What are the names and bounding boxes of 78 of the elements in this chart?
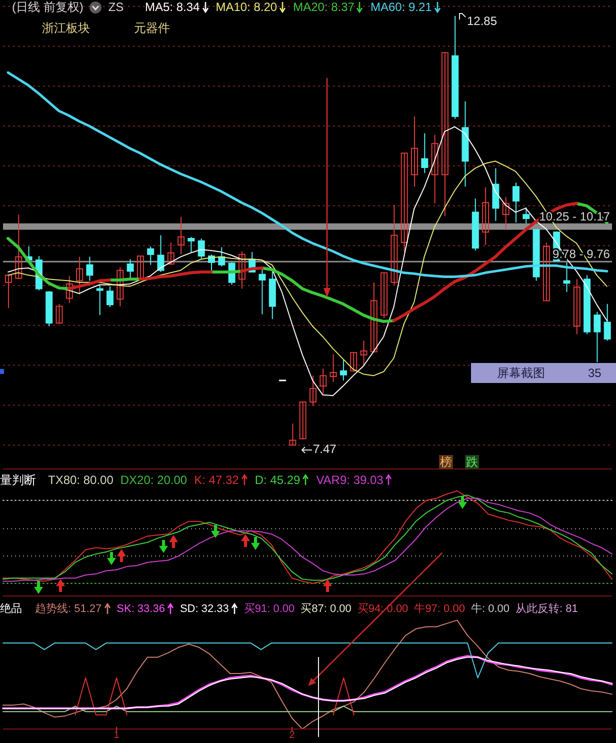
candlestick (15, 214, 22, 280)
legend-label: MA60: 9.21 (370, 0, 432, 14)
candlestick (411, 116, 418, 188)
candlestick (299, 402, 306, 440)
text: 牛: 0.00 (470, 603, 510, 615)
legend-label: 趋势线: 51.27 (35, 603, 102, 615)
series-label: TX80: 80.00 (48, 473, 114, 487)
candlestick (258, 268, 266, 315)
chart-subtitle: ZS (108, 0, 124, 14)
candlestick (198, 238, 205, 259)
candlestick (126, 258, 134, 279)
candlestick (431, 134, 438, 204)
annotation: 35 (588, 366, 602, 380)
candlestick (390, 204, 398, 286)
candlestick (178, 216, 185, 255)
candlestick (604, 303, 611, 342)
candlestick (573, 278, 580, 335)
candlestick (320, 368, 327, 395)
text: 买87: 0.00 (300, 603, 352, 615)
candlestick (56, 303, 63, 324)
candlestick (380, 272, 388, 319)
candlestick (76, 256, 84, 295)
candlestick (86, 256, 94, 282)
candlestick (340, 359, 347, 381)
candlestick (147, 246, 154, 266)
candlestick (594, 311, 601, 363)
legend-label: SD: 32.33 (180, 603, 229, 615)
candlestick (330, 354, 337, 383)
annotation: 屏幕截图 (497, 366, 545, 380)
candlestick (96, 284, 104, 316)
text: 从此反转: 81 (515, 603, 578, 615)
candlestick (563, 262, 570, 292)
candlestick (238, 250, 246, 290)
candlestick (421, 132, 428, 174)
candlestick (218, 246, 226, 267)
candlestick (66, 275, 73, 304)
annotation: 浙江板块 (42, 21, 90, 35)
candlestick (542, 242, 550, 302)
annotation: 12.85 (467, 14, 498, 28)
annotation: 榜 (440, 455, 452, 469)
legend-label: MA20: 8.37 (293, 0, 354, 14)
text: DX20: 20.00 (120, 473, 188, 487)
candlestick (310, 375, 316, 406)
candlestick (289, 423, 296, 446)
candlestick (116, 266, 124, 307)
chart-title: 量判断 (0, 473, 36, 487)
candlestick (360, 340, 368, 367)
candlestick (492, 168, 500, 222)
legend-label: MA10: 8.20 (216, 0, 278, 14)
legend-label: VAR9: 39.03 (316, 473, 384, 487)
candlestick (5, 274, 12, 308)
candlestick (512, 182, 520, 224)
candlestick (350, 352, 358, 372)
legend-label: SK: 33.36 (116, 603, 165, 615)
annotation: 跌 (466, 455, 478, 469)
annotation: 元器件 (134, 21, 170, 35)
candlestick (522, 206, 530, 224)
candlestick (136, 256, 144, 280)
candlestick (482, 186, 490, 246)
legend-label: K: 47.32 (194, 473, 239, 487)
candlestick (167, 242, 174, 266)
candlestick (157, 234, 164, 272)
text: 买91: 0.00 (244, 603, 295, 615)
candlestick (188, 236, 195, 253)
legend-label: D: 45.29 (254, 473, 300, 487)
candlestick (106, 286, 114, 308)
candlestick (400, 152, 408, 253)
chart-title: 绝品 (0, 603, 22, 615)
candlestick (441, 52, 448, 217)
annotation: 7.47 (313, 442, 336, 456)
candlestick (502, 196, 510, 230)
chart-title: (日线 前复权) (12, 0, 84, 14)
candlestick (370, 282, 378, 354)
text: 买94: 0.00 (357, 603, 408, 615)
x-tick-label: 2 (289, 730, 296, 741)
legend-label: MA5: 8.34 (145, 0, 200, 14)
x-tick-label: 1 (114, 730, 120, 741)
text: 牛97: 0.00 (414, 603, 465, 615)
